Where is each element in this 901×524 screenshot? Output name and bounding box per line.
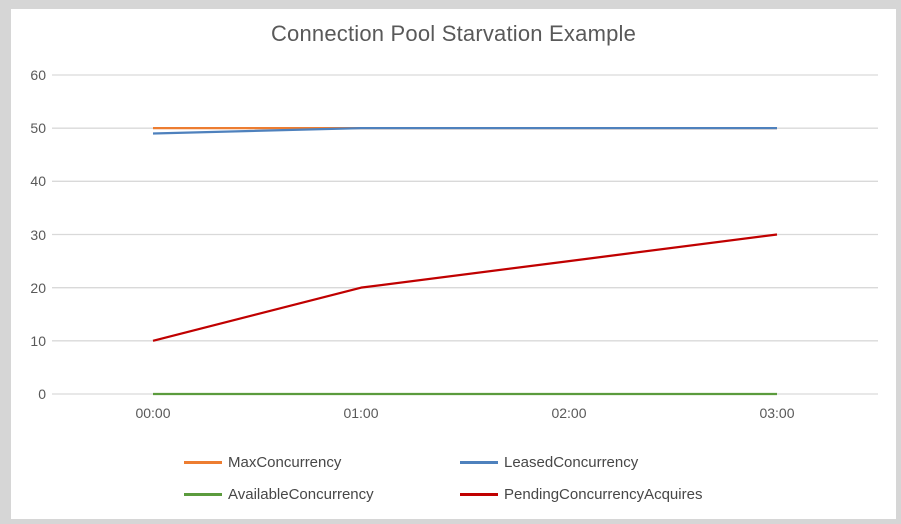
- y-tick-label-50: 50: [30, 120, 46, 137]
- x-tick-label-0200: 02:00: [551, 405, 587, 421]
- y-tick-label-20: 20: [30, 279, 46, 296]
- legend-label: MaxConcurrency: [228, 453, 342, 471]
- y-tick-label-0: 0: [38, 386, 46, 402]
- legend-label: PendingConcurrencyAcquires: [504, 485, 703, 503]
- x-tick-label-0300: 03:00: [759, 405, 795, 421]
- legend-swatch-darkred-line: [460, 492, 498, 496]
- legend-item-leasedconcurrency: LeasedConcurrency: [460, 453, 638, 471]
- y-tick-label-10: 10: [30, 332, 46, 349]
- legend-label: AvailableConcurrency: [228, 485, 374, 503]
- series-line-pendingconcurrencyacquires: [152, 233, 778, 342]
- legend-item-availableconcurrency: AvailableConcurrency: [184, 485, 374, 503]
- legend-swatch-green-line: [184, 492, 222, 496]
- y-tick-label-40: 40: [30, 173, 46, 190]
- x-tick-label-0000: 00:00: [135, 405, 171, 421]
- x-tick-label-0100: 01:00: [343, 405, 379, 421]
- chart-panel: [11, 9, 896, 519]
- chart-title: Connection Pool Starvation Example: [270, 21, 637, 46]
- legend-swatch-blue-line: [460, 460, 498, 464]
- y-tick-label-30: 30: [30, 226, 46, 243]
- y-tick-label-60: 60: [30, 67, 46, 83]
- legend-item-pendingconcurrencyacquires: PendingConcurrencyAcquires: [460, 485, 702, 503]
- legend-label: LeasedConcurrency: [504, 453, 639, 471]
- series-line-leasedconcurrency: [152, 127, 777, 135]
- legend-swatch-orange-line: [184, 460, 222, 464]
- legend-item-maxconcurrency: MaxConcurrency: [184, 453, 341, 471]
